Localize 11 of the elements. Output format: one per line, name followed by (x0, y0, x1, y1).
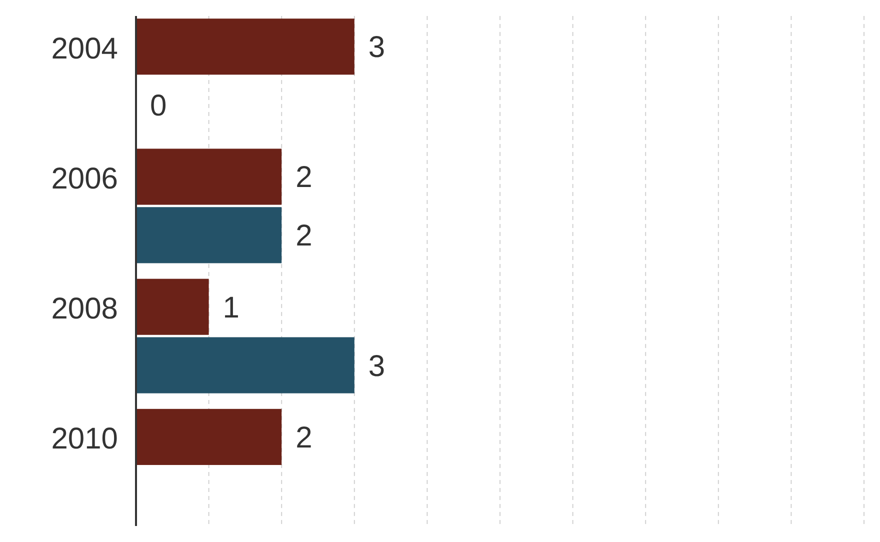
data-label: 2 (296, 161, 312, 194)
y-tick-label: 2008 (51, 292, 118, 326)
data-label: 2 (296, 421, 312, 454)
y-tick-label: 2006 (51, 162, 118, 196)
data-label: 2 (296, 220, 312, 253)
data-label: 3 (368, 31, 386, 64)
data-label: 0 (150, 90, 167, 123)
data-label: 3 (368, 350, 386, 383)
y-tick-label: 2004 (51, 32, 118, 66)
data-label: 1 (222, 291, 240, 324)
y-tick-label: 2010 (51, 422, 118, 456)
